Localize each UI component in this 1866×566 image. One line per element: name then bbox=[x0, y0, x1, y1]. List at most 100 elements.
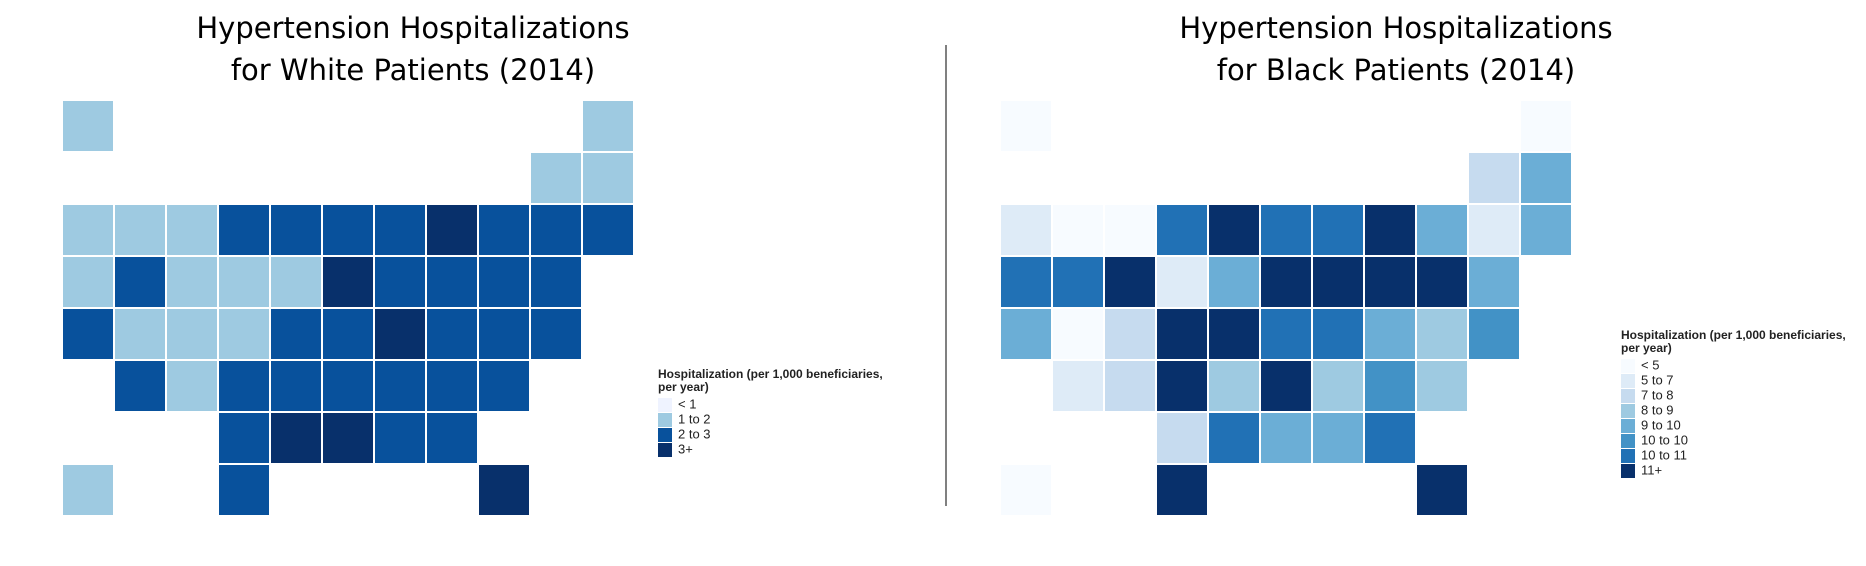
legend-title: Hospitalization (per 1,000 beneficiaries… bbox=[658, 367, 883, 381]
state-tile bbox=[113, 359, 167, 413]
legend-title: Hospitalization (per 1,000 beneficiaries… bbox=[1621, 328, 1846, 342]
state-tile bbox=[1363, 359, 1417, 413]
legend-label: 9 to 10 bbox=[1641, 417, 1681, 432]
legend-label: 2 to 3 bbox=[678, 426, 711, 441]
state-tile bbox=[373, 307, 427, 361]
state-tile bbox=[529, 255, 583, 309]
state-tile bbox=[581, 99, 635, 153]
state-tile bbox=[217, 307, 271, 361]
state-tile bbox=[1415, 203, 1469, 257]
state-tile bbox=[1207, 411, 1261, 465]
state-tile bbox=[1415, 359, 1469, 413]
legend-label: 5 to 7 bbox=[1641, 372, 1674, 387]
state-tile bbox=[61, 203, 115, 257]
state-tile bbox=[425, 359, 479, 413]
legend-swatch bbox=[1621, 449, 1635, 463]
legend-label: 8 to 9 bbox=[1641, 402, 1674, 417]
legend-swatch bbox=[658, 398, 672, 412]
state-tile bbox=[1103, 307, 1157, 361]
state-tile bbox=[217, 359, 271, 413]
state-tile bbox=[217, 255, 271, 309]
legend-title: per year) bbox=[658, 380, 709, 394]
state-tile bbox=[165, 359, 219, 413]
state-tile bbox=[321, 203, 375, 257]
state-tile bbox=[373, 411, 427, 465]
state-tile bbox=[1155, 255, 1209, 309]
state-tile bbox=[1363, 203, 1417, 257]
state-tile bbox=[1415, 255, 1469, 309]
state-tile bbox=[1259, 203, 1313, 257]
legend-label: 11+ bbox=[1641, 462, 1662, 477]
state-tile bbox=[1207, 255, 1261, 309]
state-tile bbox=[1155, 463, 1209, 517]
legend-swatch bbox=[658, 413, 672, 427]
state-tile bbox=[1155, 203, 1209, 257]
state-tile bbox=[425, 307, 479, 361]
legend-title: per year) bbox=[1621, 341, 1672, 355]
state-tile bbox=[113, 307, 167, 361]
state-tile bbox=[1259, 411, 1313, 465]
state-tile bbox=[269, 359, 323, 413]
legend-swatch bbox=[658, 443, 672, 457]
state-tile bbox=[999, 203, 1053, 257]
state-tile bbox=[529, 151, 583, 205]
state-tile bbox=[217, 203, 271, 257]
state-tile bbox=[321, 307, 375, 361]
state-tile bbox=[1467, 255, 1521, 309]
state-tile bbox=[1467, 151, 1521, 205]
state-tile bbox=[61, 307, 115, 361]
legend-swatch bbox=[658, 428, 672, 442]
state-tile bbox=[165, 307, 219, 361]
state-tile bbox=[269, 307, 323, 361]
state-tile bbox=[61, 463, 115, 517]
state-tile bbox=[999, 463, 1053, 517]
state-tile bbox=[581, 203, 635, 257]
state-tile bbox=[999, 307, 1053, 361]
state-tile bbox=[477, 307, 531, 361]
state-tile bbox=[477, 203, 531, 257]
state-tile bbox=[269, 411, 323, 465]
state-tile bbox=[113, 203, 167, 257]
state-tile bbox=[1415, 463, 1469, 517]
state-tile bbox=[373, 359, 427, 413]
state-tile bbox=[1519, 151, 1573, 205]
state-tile bbox=[1051, 255, 1105, 309]
legend-swatch bbox=[1621, 359, 1635, 373]
state-tile bbox=[1415, 307, 1469, 361]
legend-label: 3+ bbox=[678, 441, 693, 456]
state-tile bbox=[1051, 203, 1105, 257]
state-tile bbox=[1519, 99, 1573, 153]
state-tile bbox=[373, 255, 427, 309]
state-tile bbox=[113, 255, 167, 309]
state-tile bbox=[61, 99, 115, 153]
map-title: for White Patients (2014) bbox=[231, 53, 595, 87]
state-tile bbox=[1311, 411, 1365, 465]
state-tile bbox=[1467, 203, 1521, 257]
state-tile bbox=[1519, 203, 1573, 257]
state-tile bbox=[61, 255, 115, 309]
legend-swatch bbox=[1621, 404, 1635, 418]
legend-label: < 1 bbox=[678, 396, 696, 411]
legend-swatch bbox=[1621, 389, 1635, 403]
legend-label: 7 to 8 bbox=[1641, 387, 1674, 402]
state-tile bbox=[1207, 307, 1261, 361]
map-title: for Black Patients (2014) bbox=[1217, 53, 1576, 87]
state-tile bbox=[999, 99, 1053, 153]
state-tile bbox=[1155, 411, 1209, 465]
state-tile bbox=[269, 255, 323, 309]
map-title: Hypertension Hospitalizations bbox=[196, 11, 629, 45]
state-tile bbox=[1311, 307, 1365, 361]
state-tile bbox=[1103, 255, 1157, 309]
legend-swatch bbox=[1621, 374, 1635, 388]
state-tile bbox=[1311, 255, 1365, 309]
state-tile bbox=[321, 359, 375, 413]
state-tile bbox=[529, 203, 583, 257]
state-tile bbox=[1259, 307, 1313, 361]
state-tile bbox=[373, 203, 427, 257]
state-tile bbox=[1363, 411, 1417, 465]
legend-label: 1 to 2 bbox=[678, 411, 711, 426]
state-tile bbox=[1207, 203, 1261, 257]
state-tile bbox=[1311, 203, 1365, 257]
state-tile bbox=[581, 151, 635, 205]
state-tile bbox=[1051, 307, 1105, 361]
